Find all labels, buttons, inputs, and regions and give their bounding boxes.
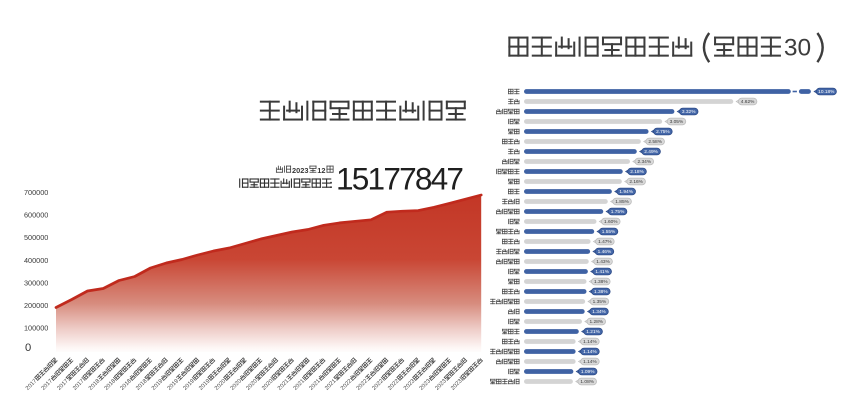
svg-text:700000: 700000 [24, 188, 48, 197]
svg-text:1.85%: 1.85% [615, 199, 629, 205]
svg-text:300000: 300000 [24, 278, 48, 287]
svg-text:1.43%: 1.43% [596, 259, 610, 265]
svg-text:1.94%: 1.94% [619, 189, 633, 195]
svg-text:2.58%: 2.58% [648, 139, 662, 145]
svg-text::: : [329, 179, 333, 191]
svg-text:1.46%: 1.46% [598, 249, 612, 255]
svg-text:1.28%: 1.28% [589, 319, 603, 325]
svg-text:2.34%: 2.34% [637, 159, 651, 165]
svg-text:3.32%: 3.32% [682, 109, 696, 115]
svg-text:4.62%: 4.62% [741, 99, 755, 105]
svg-text:1.60%: 1.60% [604, 219, 618, 225]
svg-text:600000: 600000 [24, 211, 48, 220]
svg-text:2.18%: 2.18% [630, 169, 644, 175]
svg-text:3.05%: 3.05% [670, 119, 684, 125]
svg-text:2023: 2023 [292, 166, 308, 175]
svg-text:1.09%: 1.09% [581, 369, 595, 375]
svg-text:2.49%: 2.49% [644, 149, 658, 155]
svg-text:1.55%: 1.55% [602, 229, 616, 235]
svg-text:100000: 100000 [24, 324, 48, 333]
svg-text:1.41%: 1.41% [595, 269, 609, 275]
svg-text:400000: 400000 [24, 256, 48, 265]
svg-text:200000: 200000 [24, 301, 48, 310]
svg-text:15177847: 15177847 [336, 161, 462, 197]
svg-text:1.47%: 1.47% [598, 239, 612, 245]
svg-text:1.38%: 1.38% [594, 279, 608, 285]
svg-text:30: 30 [784, 34, 811, 61]
svg-text:1.35%: 1.35% [593, 299, 607, 305]
svg-text:2.75%: 2.75% [656, 129, 670, 135]
svg-text:1.08%: 1.08% [580, 379, 594, 385]
svg-text:1.34%: 1.34% [592, 309, 606, 315]
svg-text:12: 12 [317, 166, 325, 175]
svg-text:2.16%: 2.16% [629, 179, 643, 185]
svg-text:1.14%: 1.14% [583, 349, 597, 355]
svg-text:1.14%: 1.14% [583, 359, 597, 365]
svg-text:1.75%: 1.75% [611, 209, 625, 215]
svg-text:1.21%: 1.21% [586, 329, 600, 335]
svg-text:0: 0 [25, 342, 31, 354]
svg-text:1.14%: 1.14% [583, 339, 597, 345]
svg-text:10.18%: 10.18% [818, 89, 835, 95]
svg-text:1.38%: 1.38% [594, 289, 608, 295]
svg-text:500000: 500000 [24, 233, 48, 242]
